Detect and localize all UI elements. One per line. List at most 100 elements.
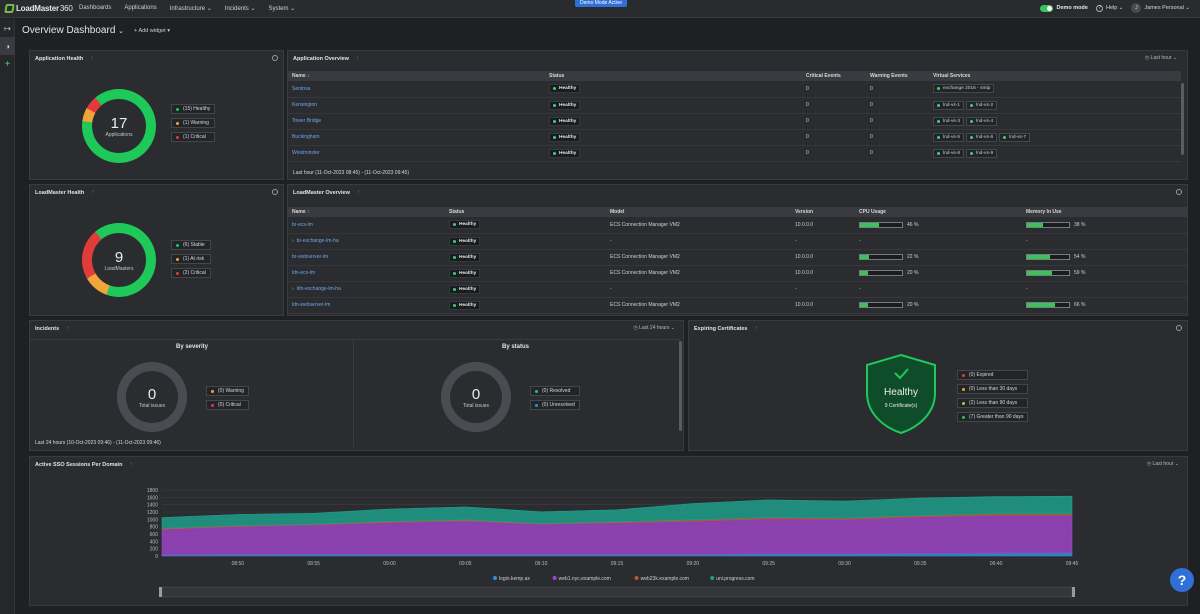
app-name-link[interactable]: Buckingham xyxy=(288,129,545,146)
virtual-service-chip[interactable]: lnd-vs-6 xyxy=(966,132,998,142)
time-range-select[interactable]: ◷ Last 24 hours ⌄ xyxy=(633,325,675,331)
more-options-icon[interactable]: ⋮ xyxy=(753,326,760,332)
range-navigator[interactable] xyxy=(161,586,1073,598)
info-icon[interactable] xyxy=(272,189,278,195)
col-critical-events[interactable]: Critical Events xyxy=(802,71,866,81)
more-options-icon[interactable]: ⋮ xyxy=(355,190,362,196)
virtual-service-chip[interactable]: lnd-vs-1 xyxy=(933,100,965,110)
legend-label[interactable]: web23k.example.com xyxy=(641,576,689,582)
legend-dot[interactable] xyxy=(634,576,639,580)
more-options-icon[interactable]: ⋮ xyxy=(65,326,71,332)
more-options-icon[interactable]: ⋮ xyxy=(89,56,95,62)
table-row[interactable]: ldn-ecs-lm Healthy ECS Connection Manage… xyxy=(288,265,1187,282)
legend-label[interactable]: web1.nyc.example.com xyxy=(559,576,611,582)
page-title[interactable]: Overview Dashboard ⌄ xyxy=(22,25,125,36)
nav-applications[interactable]: Applications xyxy=(124,5,157,11)
table-row[interactable]: › ldn-exchange-lm-ha Healthy - - - - xyxy=(288,281,1187,298)
app-name-link[interactable]: Sentosa xyxy=(288,81,545,98)
col-status[interactable]: Status xyxy=(545,71,802,81)
loadmaster-name-link[interactable]: › br-exchange-lm-ha xyxy=(288,233,445,250)
more-options-icon[interactable]: ⋮ xyxy=(354,56,361,62)
range-handle-left[interactable] xyxy=(159,587,162,597)
info-icon[interactable] xyxy=(1176,325,1182,331)
more-options-icon[interactable]: ⋮ xyxy=(90,190,96,196)
time-range-select[interactable]: ◷ Last hour ⌄ xyxy=(1144,55,1177,61)
virtual-service-chip[interactable]: lnd-vs-8 xyxy=(933,148,965,158)
add-widget-button[interactable]: + Add widget ▾ xyxy=(134,27,170,34)
app-name-link[interactable]: Westminster xyxy=(288,145,545,162)
loadmaster-name-link[interactable]: ldn-webserver-lm xyxy=(288,297,445,314)
legend-critical[interactable]: (1) Critical xyxy=(171,132,216,142)
range-handle-right[interactable] xyxy=(1072,587,1075,597)
legend-at-risk[interactable]: (1) At risk xyxy=(171,254,211,264)
col-name[interactable]: Name ↓ xyxy=(288,71,545,81)
table-row[interactable]: Westminster Healthy 0 0 lnd-vs-8 lnd-vs-9 xyxy=(288,145,1181,162)
legend-resolved[interactable]: (0) Resolved xyxy=(530,386,580,396)
virtual-service-chip[interactable]: lnd-vs-2 xyxy=(966,100,998,110)
loadmaster-name-link[interactable]: ldn-ecs-lm xyxy=(288,265,445,282)
expand-sidebar-icon[interactable]: ↦ xyxy=(4,23,11,33)
virtual-service-chip[interactable]: exchange 2016 - smtp xyxy=(933,84,995,94)
legend-healthy[interactable]: (15) Healthy xyxy=(171,104,216,114)
app-name-link[interactable]: Kensington xyxy=(288,97,545,114)
demo-mode-toggle[interactable] xyxy=(1040,4,1054,12)
legend-expired[interactable]: (0) Expired xyxy=(957,370,1029,380)
virtual-service-chip[interactable]: lnd-vs-5 xyxy=(933,132,965,142)
logo[interactable]: LoadMaster 360 xyxy=(0,4,74,13)
legend-label[interactable]: login.kemp.ax xyxy=(499,576,530,582)
virtual-service-chip[interactable]: lnd-vs-7 xyxy=(999,132,1031,142)
scrollbar[interactable] xyxy=(1181,83,1184,155)
table-row[interactable]: › br-exchange-lm-ha Healthy - - - - xyxy=(288,233,1187,250)
table-row[interactable]: Sentosa Healthy 0 0 exchange 2016 - smtp xyxy=(288,81,1181,98)
table-row[interactable]: br-webserver-lm Healthy ECS Connection M… xyxy=(288,249,1187,266)
legend-dot[interactable] xyxy=(552,576,557,580)
nav-dashboards[interactable]: Dashboards xyxy=(79,5,112,11)
chevron-right-icon[interactable]: › xyxy=(292,286,294,292)
col-cpu-usage[interactable]: CPU Usage xyxy=(855,207,1022,217)
legend-less-than-90-days[interactable]: (2) Less than 90 days xyxy=(957,398,1029,408)
virtual-service-chip[interactable]: lnd-vs-3 xyxy=(933,116,965,126)
virtual-service-chip[interactable]: lnd-vs-9 xyxy=(966,148,998,158)
legend-dot[interactable] xyxy=(493,576,497,580)
info-icon[interactable] xyxy=(1176,189,1182,195)
nav-incidents[interactable]: Incidents ⌄ xyxy=(224,6,256,12)
chevron-right-icon[interactable]: › xyxy=(292,238,294,244)
dashboard-icon[interactable]: ◑ xyxy=(0,37,15,55)
legend-critical[interactable]: (0) Critical xyxy=(206,400,249,410)
help-menu[interactable]: Help ⌄ xyxy=(1105,5,1124,11)
table-row[interactable]: Kensington Healthy 0 0 lnd-vs-1 lnd-vs-2 xyxy=(288,97,1181,114)
legend-label[interactable]: uni.progress.com xyxy=(716,576,754,582)
time-range-select[interactable]: ◷ Last hour ⌄ xyxy=(1146,461,1179,467)
legend-less-than-30-days[interactable]: (0) Less than 30 days xyxy=(957,384,1029,394)
table-row[interactable]: br-ecs-lm Healthy ECS Connection Manager… xyxy=(288,217,1187,234)
legend-critical[interactable]: (2) Critical xyxy=(171,268,211,278)
col-model[interactable]: Model xyxy=(606,207,791,217)
nav-infrastructure[interactable]: Infrastructure ⌄ xyxy=(169,6,212,12)
legend-warning[interactable]: (0) Warning xyxy=(206,386,249,396)
table-row[interactable]: ldn-webserver-lm Healthy ECS Connection … xyxy=(288,297,1187,314)
legend-dot[interactable] xyxy=(710,576,715,580)
avatar[interactable]: J xyxy=(1131,3,1142,13)
app-name-link[interactable]: Tower Bridge xyxy=(288,113,545,130)
col-memory-in-use[interactable]: Memory In Use xyxy=(1022,207,1187,217)
col-warning-events[interactable]: Warning Events xyxy=(866,71,929,81)
col-name[interactable]: Name ↑ xyxy=(288,207,445,217)
col-status[interactable]: Status xyxy=(445,207,606,217)
scrollbar[interactable] xyxy=(679,341,682,431)
info-icon[interactable] xyxy=(272,55,278,61)
user-menu[interactable]: James Personal ⌄ xyxy=(1144,5,1190,11)
legend-unresolved[interactable]: (0) Unresolved xyxy=(530,400,580,410)
virtual-service-chip[interactable]: lnd-vs-4 xyxy=(966,116,998,126)
loadmaster-name-link[interactable]: br-webserver-lm xyxy=(288,249,445,266)
loadmaster-name-link[interactable]: br-ecs-lm xyxy=(288,217,445,234)
legend-stable[interactable]: (6) Stable xyxy=(171,240,211,250)
table-row[interactable]: Tower Bridge Healthy 0 0 lnd-vs-3 lnd-vs-… xyxy=(288,113,1181,130)
loadmaster-name-link[interactable]: › ldn-exchange-lm-ha xyxy=(288,281,445,298)
col-version[interactable]: Version xyxy=(791,207,855,217)
help-button[interactable]: ? xyxy=(1170,568,1194,592)
table-row[interactable]: Buckingham Healthy 0 0 lnd-vs-5 lnd-vs-6 l… xyxy=(288,129,1181,146)
col-virtual-services[interactable]: Virtual Services xyxy=(929,71,1181,81)
help-icon[interactable]: ? xyxy=(1095,4,1103,12)
area-series-uni-progress-com[interactable] xyxy=(161,495,1073,529)
nav-system[interactable]: System ⌄ xyxy=(268,6,296,12)
